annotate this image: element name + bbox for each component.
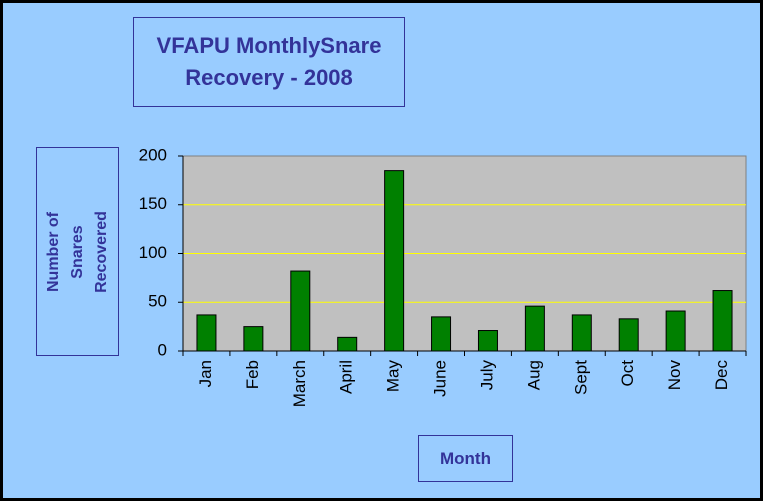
y-axis-box: Number of Snares Recovered — [36, 147, 119, 356]
x-tick-label: May — [384, 360, 403, 393]
y-tick-label: 100 — [139, 243, 167, 262]
x-tick-label: Aug — [524, 360, 543, 390]
bar — [243, 326, 264, 352]
x-tick-label: Jan — [196, 360, 215, 387]
chart-title: VFAPU MonthlySnare Recovery - 2008 — [133, 17, 405, 107]
plot: 0 50 100 150 200 Jan Feb March April May June July A… — [139, 145, 747, 407]
x-tick-label: April — [337, 360, 356, 394]
x-tick-label: March — [290, 360, 309, 407]
y-axis-label: Number of Snares Recovered — [44, 210, 110, 293]
y-tick-label: 50 — [148, 292, 167, 311]
x-tick-label: July — [477, 360, 496, 391]
bar — [712, 290, 733, 352]
y-tick-label: 150 — [139, 194, 167, 213]
bar — [290, 270, 311, 352]
bar — [618, 318, 639, 352]
bar — [384, 170, 405, 352]
x-tick-label: June — [431, 360, 450, 397]
bar — [524, 305, 545, 352]
bar — [477, 330, 498, 352]
x-tick-label: Oct — [618, 360, 637, 387]
x-tick-label: Feb — [243, 360, 262, 389]
x-tick-label: Dec — [712, 360, 731, 391]
x-tick-label: Sept — [571, 360, 590, 395]
bar — [571, 314, 592, 352]
y-tick-label: 200 — [139, 145, 167, 164]
bar — [665, 310, 686, 352]
bar — [337, 336, 358, 352]
x-axis-label: Month — [418, 435, 513, 482]
bar — [196, 314, 217, 352]
bar — [431, 316, 452, 352]
x-tick-label: Nov — [665, 360, 684, 391]
y-tick-label: 0 — [158, 340, 167, 359]
